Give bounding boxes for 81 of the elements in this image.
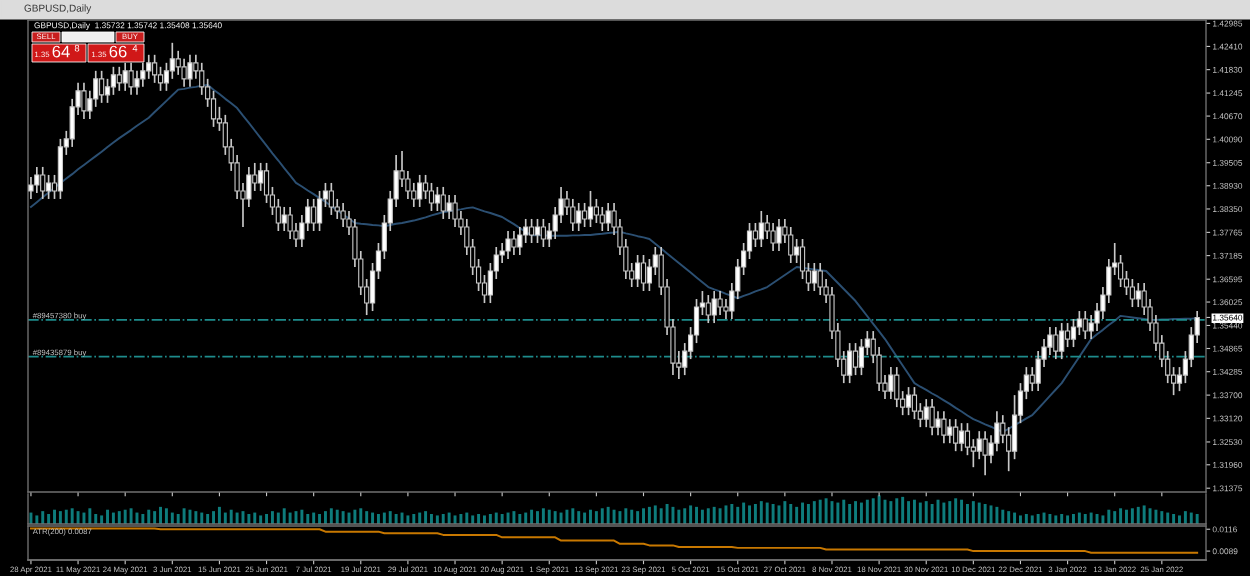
candlestick <box>953 418 959 453</box>
candlestick <box>434 186 440 212</box>
candlestick <box>99 70 105 104</box>
candlestick <box>570 198 576 232</box>
candlestick <box>134 70 140 96</box>
candlestick <box>152 53 158 84</box>
candlestick <box>788 226 794 264</box>
candlestick <box>705 294 711 324</box>
candlestick <box>634 254 641 288</box>
candlestick <box>976 430 982 461</box>
candlestick <box>599 206 605 232</box>
candlestick <box>723 298 729 320</box>
candlestick <box>935 410 941 436</box>
candlestick <box>817 262 823 296</box>
candlestick <box>794 238 800 264</box>
candlestick <box>911 386 918 420</box>
candlestick <box>1135 282 1141 308</box>
line-series <box>29 527 1199 554</box>
candlestick <box>128 62 134 96</box>
candlestick <box>1029 366 1035 392</box>
candlestick <box>181 57 187 88</box>
candlestick <box>34 166 40 194</box>
candlestick <box>776 218 782 252</box>
candlestick <box>505 230 511 260</box>
candlestick <box>428 182 435 212</box>
candlestick <box>593 198 600 224</box>
candlestick <box>752 222 759 248</box>
candlestick <box>311 198 317 232</box>
candlestick <box>528 218 535 244</box>
candlestick <box>258 162 264 192</box>
candlestick <box>517 226 523 256</box>
candlestick <box>534 218 541 244</box>
candlestick <box>57 138 64 200</box>
candlestick <box>811 262 817 292</box>
candlestick <box>894 366 900 408</box>
candlestick <box>905 386 912 416</box>
candlestick <box>888 366 894 400</box>
candlestick <box>110 66 117 96</box>
candlestick <box>116 66 122 92</box>
candlestick <box>40 166 46 200</box>
candlestick <box>858 338 865 376</box>
candlestick <box>929 398 935 436</box>
candlestick <box>340 202 346 228</box>
candlestick <box>446 194 452 220</box>
candlestick <box>440 186 446 220</box>
candlestick <box>81 82 87 120</box>
candlestick <box>452 194 458 228</box>
candlestick <box>640 254 647 292</box>
candlestick <box>540 218 546 248</box>
candlestick <box>847 342 853 384</box>
candlestick <box>281 206 287 232</box>
candlestick <box>316 190 323 232</box>
candlestick <box>1129 278 1135 308</box>
candlestick <box>758 210 764 248</box>
candlestick <box>711 290 717 324</box>
candlestick <box>587 190 594 228</box>
candlestick <box>1064 322 1071 348</box>
candlestick <box>982 430 988 477</box>
candlestick <box>852 342 859 376</box>
annotation: 64 <box>52 45 70 58</box>
candlestick <box>1059 322 1065 360</box>
candlestick <box>717 290 723 316</box>
candlestick <box>511 230 517 256</box>
candlestick <box>417 174 423 208</box>
candlestick <box>941 410 947 444</box>
candlestick <box>770 222 776 252</box>
candlestick <box>605 202 611 232</box>
candlestick <box>947 418 953 444</box>
candlestick <box>923 398 929 428</box>
candlestick <box>576 202 582 232</box>
candlestick <box>1053 326 1059 360</box>
candlestick <box>45 174 52 200</box>
candlestick <box>1082 310 1088 340</box>
candlestick <box>252 162 258 192</box>
candlestick <box>581 202 588 228</box>
candlestick <box>958 422 965 453</box>
candlestick <box>328 182 334 216</box>
annotation: 66 <box>109 45 127 58</box>
candlestick <box>1070 318 1077 348</box>
candlestick <box>287 206 293 240</box>
candlestick <box>187 53 193 88</box>
